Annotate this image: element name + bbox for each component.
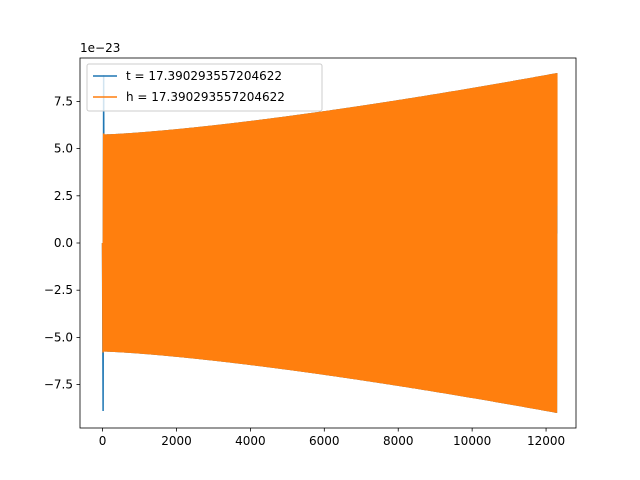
y-tick-label: −5.0 <box>44 330 73 344</box>
y-tick-label: 7.5 <box>54 94 73 108</box>
y-tick-label: −2.5 <box>44 283 73 297</box>
y-tick-label: −7.5 <box>44 378 73 392</box>
y-tick-label: 0.0 <box>54 236 73 250</box>
y-scale-label: 1e−23 <box>80 41 120 55</box>
y-tick-label: 2.5 <box>54 189 73 203</box>
x-tick-label: 6000 <box>309 434 340 448</box>
legend-label-h: h = 17.390293557204622 <box>126 90 285 104</box>
x-tick-label: 8000 <box>383 434 414 448</box>
legend-box <box>86 63 323 112</box>
x-tick-label: 12000 <box>527 434 565 448</box>
x-tick-label: 4000 <box>235 434 266 448</box>
legend: t = 17.390293557204622 h = 17.3902935572… <box>86 63 323 112</box>
legend-label-t: t = 17.390293557204622 <box>126 69 282 83</box>
x-tick-label: 2000 <box>161 434 192 448</box>
series-line-h <box>101 73 558 413</box>
y-axis: −7.5 −5.0 −2.5 0.0 2.5 5.0 7.5 <box>44 94 80 392</box>
plot-area <box>101 73 558 413</box>
x-tick-label: 10000 <box>453 434 491 448</box>
x-tick-label: 0 <box>99 434 107 448</box>
x-axis: 0 2000 4000 6000 8000 10000 12000 <box>99 428 565 448</box>
y-tick-label: 5.0 <box>54 142 73 156</box>
